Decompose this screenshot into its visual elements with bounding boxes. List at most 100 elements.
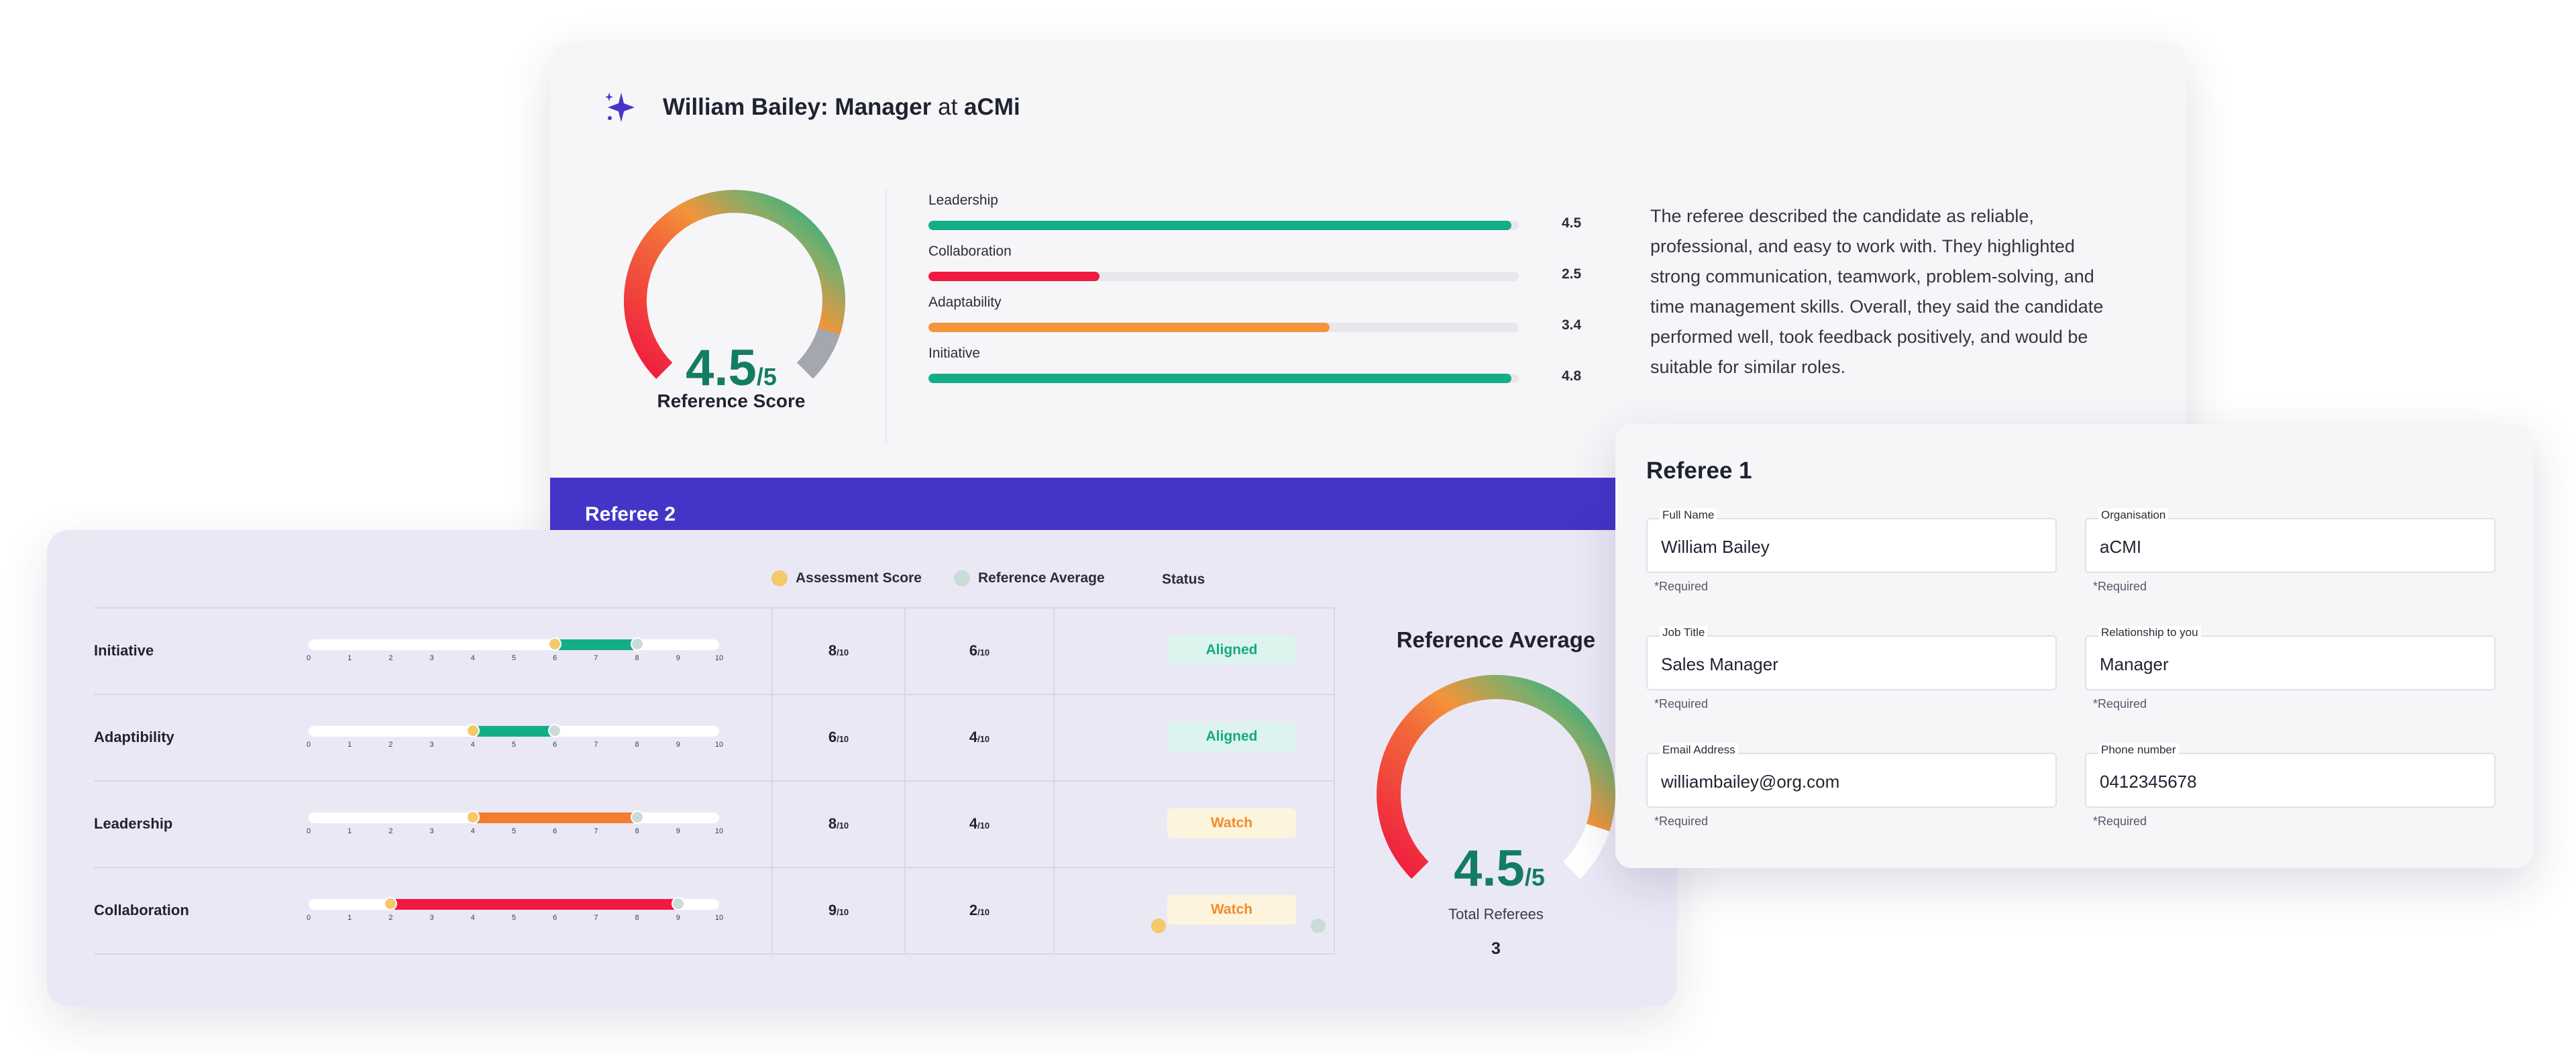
assessment-handle[interactable] <box>630 637 644 651</box>
assessment-handle[interactable] <box>548 724 562 737</box>
field-label: Organisation <box>2098 509 2169 522</box>
field-label: Phone number <box>2098 743 2179 757</box>
range-slider[interactable] <box>309 724 719 737</box>
range-slider[interactable] <box>309 637 719 651</box>
tick-label: 1 <box>347 741 352 749</box>
divider <box>771 782 773 867</box>
skill-label: Adaptability <box>928 295 1002 310</box>
field-label: Email Address <box>1660 743 1738 757</box>
relationship-field[interactable]: Relationship to you Manager <box>2085 626 2496 690</box>
assessment-dot-icon <box>1151 918 1166 933</box>
required-hint: *Required <box>2093 814 2147 828</box>
skill-value: 2.5 <box>1562 266 1582 282</box>
assessment-handle[interactable] <box>630 810 644 824</box>
reference-handle[interactable] <box>466 724 480 737</box>
legend-reference: Reference Average <box>953 570 1105 586</box>
company-name: aCMi <box>964 94 1020 120</box>
tick-label: 7 <box>594 827 598 835</box>
tick-label: 6 <box>553 741 557 749</box>
organisation-field[interactable]: Organisation aCMI <box>2085 509 2496 573</box>
reference-score: 4/10 <box>939 815 1020 833</box>
email-field[interactable]: Email Address williambailey@org.com <box>1646 743 2057 808</box>
assessment-score: 6/10 <box>798 729 879 746</box>
reference-score: 4/10 <box>939 729 1020 746</box>
tick-label: 8 <box>635 654 639 662</box>
total-referees-value: 3 <box>1491 939 1501 958</box>
range-fill <box>472 726 555 737</box>
reference-handle[interactable] <box>548 637 562 651</box>
row-label: Leadership <box>94 815 173 832</box>
field-label: Full Name <box>1660 509 1717 522</box>
full-name-field[interactable]: Full Name William Bailey <box>1646 509 2057 573</box>
reference-score: 2/10 <box>939 902 1020 919</box>
tick-label: 8 <box>635 914 639 922</box>
score-denominator: /10 <box>977 821 990 831</box>
divider <box>885 189 887 444</box>
tick-label: 1 <box>347 914 352 922</box>
row-label: Initiative <box>94 642 154 659</box>
field-value: aCMI <box>2100 537 2142 557</box>
reference-average-title: Reference Average <box>1396 627 1596 652</box>
divider <box>1053 782 1055 867</box>
tick-label: 7 <box>594 914 598 922</box>
tick-label: 4 <box>470 827 475 835</box>
total-referees-label: Total Referees <box>1448 906 1544 923</box>
table-row: Adaptibility 0 1 2 3 4 5 6 7 8 9 10 6/10 4/10 Aligned <box>94 694 1335 780</box>
reference-handle[interactable] <box>466 810 480 824</box>
score-number: 6 <box>969 642 978 659</box>
score-number: 9 <box>828 902 837 918</box>
reference-handle[interactable] <box>384 897 398 910</box>
tick-label: 9 <box>676 827 680 835</box>
divider <box>904 782 906 867</box>
range-fill <box>472 812 637 823</box>
tick-label: 8 <box>635 827 639 835</box>
range-slider[interactable] <box>309 810 719 824</box>
score-number: 4 <box>969 729 978 745</box>
assessment-score: 8/10 <box>798 815 879 833</box>
tick-label: 3 <box>429 914 434 922</box>
score-number: 8 <box>828 642 837 659</box>
legend-assessment-label: Assessment Score <box>796 570 922 586</box>
field-value: 0412345678 <box>2100 772 2197 792</box>
divider <box>1053 695 1055 780</box>
divider <box>904 609 906 694</box>
tick-label: 6 <box>553 827 557 835</box>
divider <box>1334 609 1335 694</box>
phone-field[interactable]: Phone number 0412345678 <box>2085 743 2496 808</box>
tick-label: 4 <box>470 654 475 662</box>
assessment-score: 9/10 <box>798 902 879 919</box>
tick-label: 10 <box>714 827 724 835</box>
tick-label: 10 <box>714 741 724 749</box>
sparkle-icon <box>605 93 635 122</box>
tick-label: 5 <box>511 654 517 662</box>
divider <box>1334 782 1335 867</box>
skill-value: 4.5 <box>1562 215 1582 231</box>
skill-fill <box>928 221 1511 230</box>
assessment-handle[interactable] <box>671 897 685 910</box>
divider <box>771 868 773 953</box>
skill-row: Collaboration 2.5 <box>928 244 1599 295</box>
skill-value: 3.4 <box>1562 317 1582 333</box>
divider <box>1053 609 1055 694</box>
score-value: 4.5 <box>686 339 757 397</box>
field-label: Relationship to you <box>2098 626 2201 639</box>
referee-1-form: Referee 1 Full Name William Bailey *Requ… <box>1615 424 2533 868</box>
range-fill <box>390 899 678 910</box>
divider <box>1053 868 1055 953</box>
tick-label: 3 <box>429 827 434 835</box>
score-denominator: /10 <box>977 734 990 744</box>
score-denominator: /10 <box>837 647 849 657</box>
candidate-name-role: William Bailey: Manager <box>663 94 932 120</box>
tick-label: 3 <box>429 654 434 662</box>
skill-track <box>928 323 1519 332</box>
tick-label: 5 <box>511 914 517 922</box>
svg-text:4.5/5: 4.5/5 <box>686 339 777 397</box>
tick-label: 4 <box>470 914 475 922</box>
gauge-fill <box>624 190 845 379</box>
job-title-field[interactable]: Job Title Sales Manager <box>1646 626 2057 690</box>
score-denominator: /10 <box>977 907 990 917</box>
skill-track <box>928 221 1519 230</box>
range-slider[interactable] <box>309 897 719 910</box>
divider <box>904 695 906 780</box>
score-denominator: /10 <box>837 907 849 917</box>
